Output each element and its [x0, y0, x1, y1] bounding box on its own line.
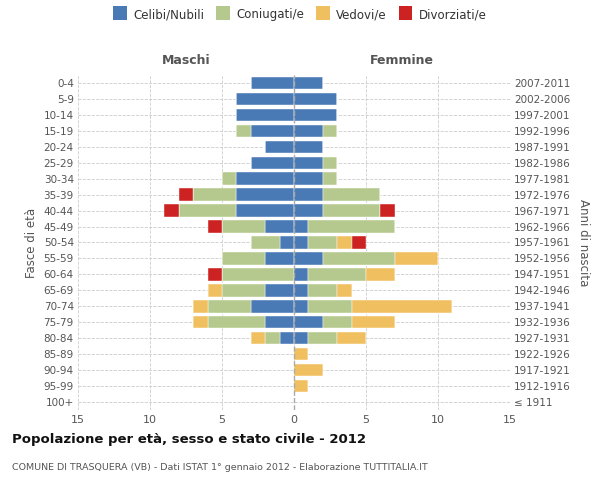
Bar [294, 316, 323, 328]
Bar [251, 77, 294, 89]
Bar [294, 220, 308, 233]
Bar [366, 268, 395, 280]
Bar [251, 156, 294, 169]
Bar [294, 284, 308, 296]
Bar [280, 332, 294, 344]
Bar [251, 124, 294, 137]
Bar [208, 220, 222, 233]
Bar [323, 156, 337, 169]
Text: Maschi: Maschi [161, 54, 211, 66]
Bar [265, 220, 294, 233]
Bar [294, 77, 323, 89]
Bar [265, 316, 294, 328]
Bar [308, 300, 352, 312]
Bar [294, 380, 308, 392]
Bar [236, 124, 251, 137]
Bar [294, 204, 323, 217]
Bar [323, 316, 352, 328]
Bar [352, 236, 366, 248]
Bar [294, 140, 323, 153]
Bar [294, 268, 308, 280]
Bar [294, 348, 308, 360]
Bar [294, 236, 308, 248]
Bar [208, 284, 222, 296]
Bar [193, 300, 208, 312]
Bar [179, 204, 236, 217]
Bar [236, 108, 294, 121]
Bar [352, 300, 452, 312]
Bar [265, 332, 280, 344]
Bar [308, 284, 337, 296]
Bar [395, 252, 438, 264]
Bar [251, 332, 265, 344]
Bar [337, 284, 352, 296]
Bar [208, 268, 222, 280]
Bar [236, 172, 294, 185]
Bar [236, 204, 294, 217]
Bar [294, 156, 323, 169]
Bar [164, 204, 179, 217]
Bar [352, 316, 395, 328]
Bar [208, 316, 265, 328]
Bar [208, 300, 251, 312]
Bar [294, 92, 337, 105]
Bar [337, 236, 352, 248]
Bar [265, 284, 294, 296]
Text: COMUNE DI TRASQUERA (VB) - Dati ISTAT 1° gennaio 2012 - Elaborazione TUTTITALIA.: COMUNE DI TRASQUERA (VB) - Dati ISTAT 1°… [12, 462, 428, 471]
Y-axis label: Anni di nascita: Anni di nascita [577, 199, 590, 286]
Text: Femmine: Femmine [370, 54, 434, 66]
Bar [265, 140, 294, 153]
Bar [294, 172, 323, 185]
Bar [323, 188, 380, 201]
Bar [323, 252, 395, 264]
Bar [236, 188, 294, 201]
Bar [222, 252, 265, 264]
Legend: Celibi/Nubili, Coniugati/e, Vedovi/e, Divorziati/e: Celibi/Nubili, Coniugati/e, Vedovi/e, Di… [113, 8, 487, 22]
Bar [179, 188, 193, 201]
Bar [222, 172, 236, 185]
Bar [251, 236, 280, 248]
Bar [251, 300, 294, 312]
Bar [222, 220, 265, 233]
Bar [323, 124, 337, 137]
Bar [265, 252, 294, 264]
Y-axis label: Fasce di età: Fasce di età [25, 208, 38, 278]
Bar [294, 124, 323, 137]
Bar [337, 332, 366, 344]
Bar [294, 188, 323, 201]
Bar [280, 236, 294, 248]
Bar [222, 284, 265, 296]
Bar [294, 252, 323, 264]
Bar [323, 172, 337, 185]
Bar [308, 220, 395, 233]
Bar [236, 92, 294, 105]
Bar [294, 332, 308, 344]
Bar [294, 108, 337, 121]
Bar [193, 316, 208, 328]
Bar [222, 268, 294, 280]
Text: Popolazione per età, sesso e stato civile - 2012: Popolazione per età, sesso e stato civil… [12, 432, 366, 446]
Bar [193, 188, 236, 201]
Bar [380, 204, 395, 217]
Bar [294, 300, 308, 312]
Bar [308, 268, 366, 280]
Bar [294, 364, 323, 376]
Bar [323, 204, 380, 217]
Bar [308, 236, 337, 248]
Bar [308, 332, 337, 344]
